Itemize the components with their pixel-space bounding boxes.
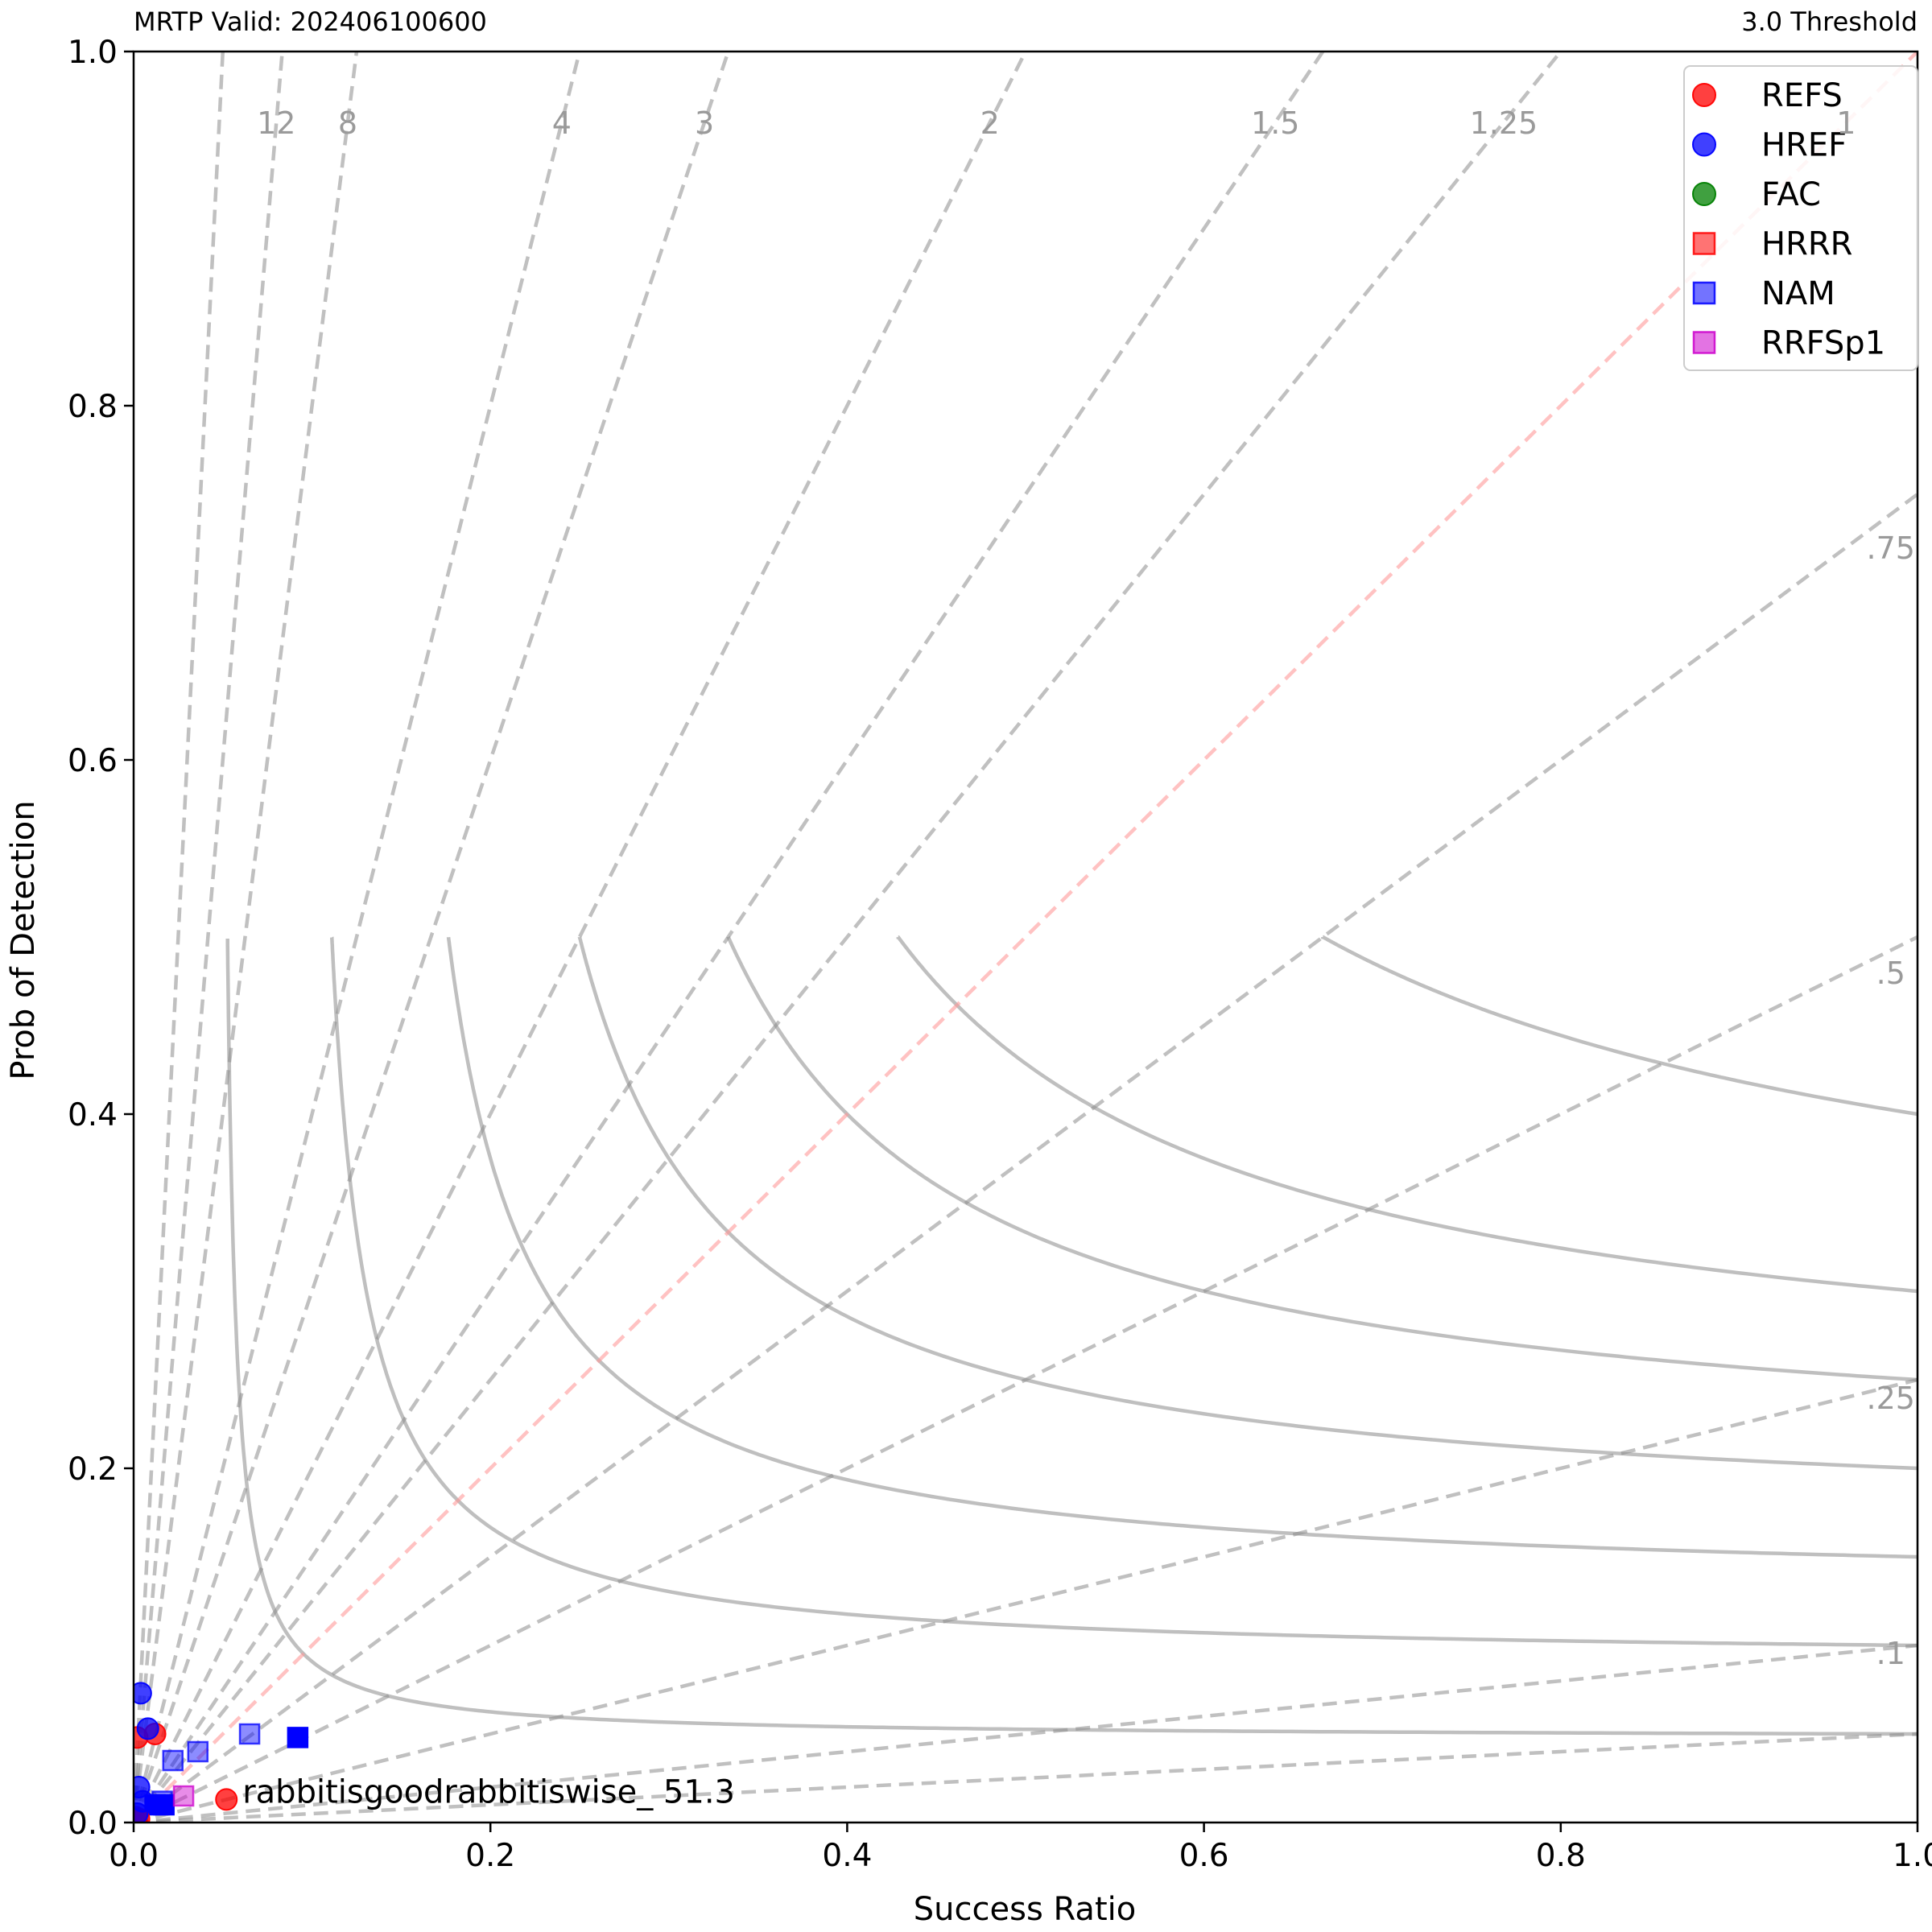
point-annotation: rabbitisgoodrabbitiswise_ 51.3	[242, 1773, 735, 1810]
legend: REFS HREF FAC HRRR NAM RRFSp1	[1683, 65, 1918, 371]
y-tick-label: 0.4	[68, 1097, 118, 1133]
data-point-nam	[151, 1790, 173, 1812]
bias-label: 3	[695, 105, 714, 141]
bias-label: 2	[980, 105, 1000, 141]
legend-marker-fac	[1692, 182, 1716, 206]
bias-label: .5	[1876, 956, 1905, 991]
bias-label: .1	[1876, 1636, 1905, 1671]
data-point-refs	[215, 1788, 238, 1811]
y-tick-label: 0.8	[68, 389, 118, 425]
csi-contour-line	[1916, 229, 1918, 231]
legend-marker-refs	[1692, 83, 1716, 107]
data-point-layer	[134, 1682, 309, 1823]
legend-label-href: HREF	[1761, 127, 1847, 164]
bias-label: 4	[552, 105, 572, 141]
csi-contour-line	[330, 936, 1918, 1648]
y-tick-label: 0.2	[68, 1451, 118, 1488]
csi-contour-line	[225, 939, 1918, 1736]
legend-label-fac: FAC	[1761, 176, 1821, 213]
bias-line	[134, 52, 1563, 1823]
data-point-nam	[238, 1723, 261, 1745]
csi-contour-line	[446, 936, 1918, 1559]
y-tick-label: 1.0	[68, 35, 118, 71]
bias-label: 1	[1836, 105, 1856, 141]
csi-contour-line	[1917, 760, 1918, 762]
data-point-href	[134, 1682, 152, 1705]
bias-line	[134, 1732, 1918, 1823]
legend-label-nam: NAM	[1761, 275, 1835, 312]
bias-label: .75	[1867, 530, 1915, 566]
y-axis-title: Prob of Detection	[5, 800, 42, 1080]
bias-line	[134, 935, 1918, 1823]
extra-data-point	[287, 1727, 309, 1748]
bias-label: 1.25	[1470, 105, 1538, 141]
x-tick-label: 0.4	[822, 1838, 872, 1874]
data-point-href	[136, 1717, 159, 1740]
legend-marker-nam	[1692, 281, 1716, 305]
bias-label: 12	[257, 105, 295, 141]
legend-marker-href	[1692, 132, 1716, 157]
bias-label: .25	[1867, 1381, 1915, 1416]
y-tick-label: 0.0	[68, 1806, 118, 1842]
bias-label: 8	[338, 105, 357, 141]
csi-contour-line	[577, 936, 1918, 1471]
legend-marker-rrfsp1	[1692, 331, 1716, 354]
axis-ticks: 0.0 0.2 0.4 0.6 0.8 1.0 0.0 0.2 0.4 0.6 0.8 1.0	[68, 35, 1932, 1874]
y-tick-label: 0.6	[68, 743, 118, 779]
x-tick-label: 0.0	[109, 1838, 159, 1874]
x-tick-label: 0.2	[465, 1838, 515, 1874]
bias-label-group: 12 8 4 3 2 1.5 1.25 1 .75 .5 .25 .1	[257, 105, 1915, 1671]
bias-line	[134, 1643, 1918, 1823]
bias-line	[134, 52, 1326, 1823]
chart-title-left: MRTP Valid: 202406100600	[134, 6, 487, 37]
legend-label-hrrr: HRRR	[1761, 226, 1852, 263]
csi-contour-line	[896, 935, 1918, 1294]
csi-contour-layer	[225, 229, 1918, 1736]
bias-line	[134, 1377, 1918, 1823]
plot-frame	[132, 50, 1919, 1824]
bias-line	[134, 52, 582, 1823]
data-point-nam	[162, 1749, 184, 1772]
bias-line	[134, 52, 731, 1823]
legend-label-rrfsp1: RRFSp1	[1761, 325, 1885, 362]
x-tick-label: 0.8	[1536, 1838, 1586, 1874]
x-tick-label: 0.6	[1179, 1838, 1229, 1874]
annotation-layer: rabbitisgoodrabbitiswise_ 51.3	[242, 1773, 735, 1810]
csi-contour-line	[1917, 583, 1918, 585]
bias-label: 1.5	[1251, 105, 1299, 141]
data-point-href	[134, 1802, 149, 1823]
bias-line-layer	[134, 52, 1918, 1823]
legend-marker-hrrr	[1692, 232, 1716, 255]
x-axis-title: Success Ratio	[914, 1891, 1136, 1928]
bias-line	[134, 492, 1918, 1823]
csi-contour-line	[1916, 406, 1918, 408]
x-tick-label: 1.0	[1893, 1838, 1932, 1874]
csi-contour-line	[726, 935, 1918, 1382]
data-point-nam	[187, 1740, 209, 1763]
legend-frame	[1683, 65, 1918, 371]
chart-title-right: 3.0 Threshold	[1741, 6, 1918, 37]
csi-contour-line	[1321, 935, 1918, 1117]
data-point-rrfsp1	[172, 1785, 195, 1807]
legend-label-refs: REFS	[1761, 77, 1843, 114]
